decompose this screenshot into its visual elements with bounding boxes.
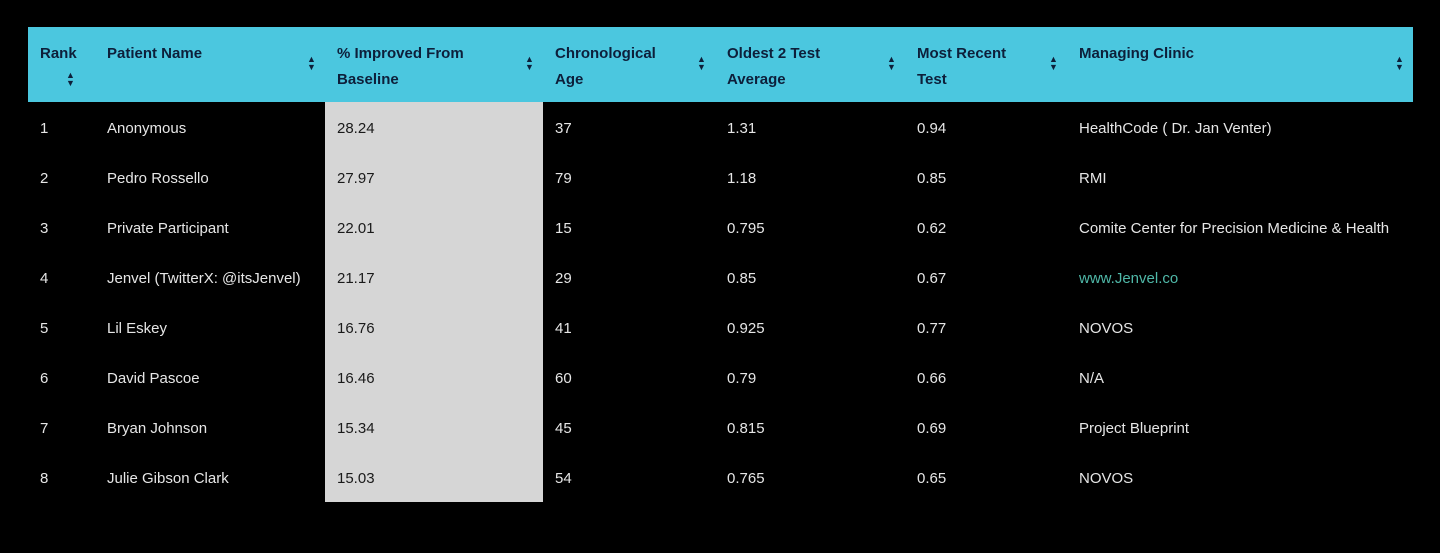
cell-patient-name: Anonymous <box>107 120 187 137</box>
cell-improved: 21.17 <box>325 252 543 302</box>
cell-oldest-avg: 0.765 <box>727 470 765 487</box>
cell-age: 29 <box>555 270 572 287</box>
cell-rank: 3 <box>40 220 49 237</box>
table-row: 1 Anonymous 28.24 37 1.31 0.94 HealthCode ( Dr… <box>28 102 1413 152</box>
cell-clinic: RMI <box>1079 170 1107 187</box>
table-row: 3 Private Participant 22.01 15 0.795 0.62 Comi… <box>28 202 1413 252</box>
cell-clinic: NOVOS <box>1079 320 1134 337</box>
column-header-oldest-avg[interactable]: Oldest 2 Test Average ▲ ▼ <box>715 27 905 102</box>
sort-icon[interactable]: ▲ ▼ <box>697 54 706 72</box>
cell-clinic: HealthCode ( Dr. Jan Venter) <box>1079 120 1272 137</box>
cell-oldest-avg: 0.925 <box>727 320 765 337</box>
cell-clinic: Project Blueprint <box>1079 420 1190 437</box>
table-body: 1 Anonymous 28.24 37 1.31 0.94 HealthCode ( Dr… <box>28 102 1413 502</box>
sort-icon[interactable]: ▲ ▼ <box>887 54 896 72</box>
column-header-rank[interactable]: Rank ▲ ▼ <box>28 27 95 102</box>
table-row: 8 Julie Gibson Clark 15.03 54 0.765 0.65 NOVOS <box>28 452 1413 502</box>
cell-age: 79 <box>555 170 572 187</box>
column-header-label: Managing Clinic <box>1079 45 1195 62</box>
column-header-improved[interactable]: % Improved From Baseline ▲ ▼ <box>325 27 543 102</box>
cell-clinic: N/A <box>1079 370 1105 387</box>
cell-rank: 4 <box>40 270 49 287</box>
cell-age: 37 <box>555 120 572 137</box>
cell-improved: 28.24 <box>325 102 543 152</box>
cell-recent: 0.67 <box>917 270 947 287</box>
column-header-label: Most Recent Test <box>917 45 1007 88</box>
cell-recent: 0.77 <box>917 320 947 337</box>
cell-oldest-avg: 0.795 <box>727 220 765 237</box>
cell-recent: 0.94 <box>917 120 947 137</box>
table-row: 7 Bryan Johnson 15.34 45 0.815 0.69 Project Bl… <box>28 402 1413 452</box>
cell-patient-name: Jenvel (TwitterX: @itsJenvel) <box>107 270 301 287</box>
cell-recent: 0.62 <box>917 220 947 237</box>
cell-improved: 16.46 <box>325 352 543 402</box>
cell-recent: 0.66 <box>917 370 947 387</box>
table-row: 5 Lil Eskey 16.76 41 0.925 0.77 NOVOS <box>28 302 1413 352</box>
cell-oldest-avg: 0.815 <box>727 420 765 437</box>
column-header-label: Chronological Age <box>555 45 656 88</box>
cell-rank: 7 <box>40 420 49 437</box>
cell-clinic: Comite Center for Precision Medicine & H… <box>1079 220 1390 237</box>
sort-icon[interactable]: ▲ ▼ <box>1395 54 1404 72</box>
cell-patient-name: Private Participant <box>107 220 229 237</box>
cell-rank: 6 <box>40 370 49 387</box>
leaderboard-table: Rank ▲ ▼ Patient Name ▲ ▼% Improved From Base… <box>28 27 1413 502</box>
cell-age: 54 <box>555 470 572 487</box>
cell-oldest-avg: 0.79 <box>727 370 757 387</box>
cell-rank: 5 <box>40 320 49 337</box>
column-header-patient-name[interactable]: Patient Name ▲ ▼ <box>95 27 325 102</box>
column-header-clinic[interactable]: Managing Clinic ▲ ▼ <box>1067 27 1413 102</box>
cell-recent: 0.65 <box>917 470 947 487</box>
cell-oldest-avg: 1.18 <box>727 170 757 187</box>
column-header-label: Rank <box>40 45 77 62</box>
clinic-link[interactable]: www.Jenvel.co <box>1079 270 1179 287</box>
cell-improved: 15.03 <box>325 452 543 502</box>
column-header-label: Oldest 2 Test Average <box>727 45 821 88</box>
sort-icon[interactable]: ▲ ▼ <box>525 54 534 72</box>
sort-icon[interactable]: ▲ ▼ <box>307 54 316 72</box>
cell-rank: 1 <box>40 120 49 137</box>
cell-rank: 8 <box>40 470 49 487</box>
cell-patient-name: Lil Eskey <box>107 320 168 337</box>
column-header-recent[interactable]: Most Recent Test ▲ ▼ <box>905 27 1067 102</box>
column-header-age[interactable]: Chronological Age ▲ ▼ <box>543 27 715 102</box>
column-header-label: % Improved From Baseline <box>337 45 464 88</box>
sort-icon[interactable]: ▲ ▼ <box>66 70 75 88</box>
sort-icon[interactable]: ▲ ▼ <box>1049 54 1058 72</box>
cell-improved: 27.97 <box>325 152 543 202</box>
cell-patient-name: Bryan Johnson <box>107 420 208 437</box>
cell-patient-name: Pedro Rossello <box>107 170 209 187</box>
cell-improved: 16.76 <box>325 302 543 352</box>
cell-recent: 0.69 <box>917 420 947 437</box>
cell-improved: 22.01 <box>325 202 543 252</box>
cell-recent: 0.85 <box>917 170 947 187</box>
cell-improved: 15.34 <box>325 402 543 452</box>
cell-rank: 2 <box>40 170 49 187</box>
table-row: 4 Jenvel (TwitterX: @itsJenvel) 21.17 29 0.8… <box>28 252 1413 302</box>
header-row: Rank ▲ ▼ Patient Name ▲ ▼% Improved From Base… <box>28 27 1413 102</box>
cell-age: 45 <box>555 420 572 437</box>
cell-age: 15 <box>555 220 572 237</box>
table-row: 2 Pedro Rossello 27.97 79 1.18 0.85 RMI <box>28 152 1413 202</box>
cell-age: 41 <box>555 320 572 337</box>
cell-patient-name: Julie Gibson Clark <box>107 470 229 487</box>
cell-clinic: www.Jenvel.co <box>1067 252 1413 302</box>
column-header-label: Patient Name <box>107 45 203 62</box>
cell-oldest-avg: 1.31 <box>727 120 757 137</box>
cell-age: 60 <box>555 370 572 387</box>
cell-oldest-avg: 0.85 <box>727 270 757 287</box>
table-row: 6 David Pascoe 16.46 60 0.79 0.66 N/A <box>28 352 1413 402</box>
cell-clinic: NOVOS <box>1079 470 1134 487</box>
cell-patient-name: David Pascoe <box>107 370 200 387</box>
